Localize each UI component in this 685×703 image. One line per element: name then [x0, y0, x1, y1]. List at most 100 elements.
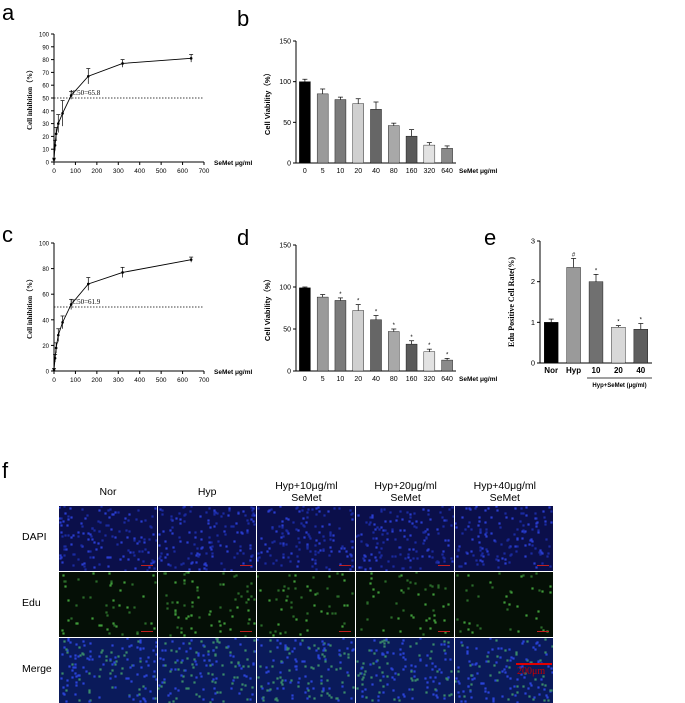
cell-speckles: [257, 506, 258, 507]
x-tick-label: 400: [134, 168, 145, 175]
cell-speckles: [59, 506, 60, 507]
x-tick-label: 300: [113, 377, 124, 384]
bar-10: [588, 281, 604, 364]
y-tick-label: 100: [39, 33, 50, 39]
x-tick-label: 100: [70, 168, 81, 175]
x-tick-label: 160: [406, 376, 418, 383]
x-tick-label: 640: [441, 168, 453, 175]
bar-40: [370, 319, 382, 372]
bar-640: [441, 359, 453, 372]
chart-d-viability-bars: 0 50 100 150 0 5 * 10 * 20 * 40 * 80 * 160 * 320 * 640 Cell …: [262, 243, 497, 384]
cell-speckles: [356, 638, 357, 639]
bar-5: [316, 93, 329, 164]
data-point: [56, 333, 60, 337]
x-tick-label: 40: [372, 376, 380, 383]
x-tick-label: 40: [636, 366, 645, 375]
bar-Nor: [544, 322, 559, 364]
y-tick-label: 10: [42, 148, 49, 154]
data-point: [54, 132, 58, 136]
x-tick-label: 20: [354, 376, 362, 383]
x-axis-label: SeMet μg/ml: [214, 160, 252, 167]
y-tick-label: 2: [531, 277, 535, 286]
data-point: [189, 258, 193, 261]
bar-160: [405, 343, 418, 372]
scale-bar: [516, 663, 552, 665]
series-line: [53, 57, 192, 160]
significance-mark: *: [375, 310, 378, 316]
x-tick-label: 640: [441, 376, 453, 383]
bar-160: [405, 135, 418, 164]
column-label: Hyp+20μg/ml SeMet: [374, 480, 437, 504]
significance-mark: *: [410, 335, 413, 341]
micrograph-dapi: [58, 505, 157, 571]
bar-40: [633, 329, 648, 364]
data-point: [121, 62, 124, 65]
bar-640: [441, 148, 453, 164]
y-tick-label: 90: [42, 45, 49, 51]
x-tick-label: 500: [156, 377, 167, 384]
micrograph-dapi: [356, 505, 455, 571]
data-point: [56, 122, 60, 125]
y-axis-label: Edu Positive Cell Rate(%): [507, 257, 516, 347]
tile-scale-bar: [339, 564, 352, 566]
bar-Hyp: [566, 267, 581, 364]
x-tick-label: 400: [134, 377, 145, 384]
x-tick-label: 200: [91, 377, 102, 384]
x-tick-label: 40: [372, 168, 380, 175]
y-tick-label: 0: [287, 161, 291, 168]
bar-20: [352, 103, 364, 164]
significance-mark: *: [357, 299, 360, 305]
significance-mark: *: [595, 268, 598, 274]
micrograph-edu: [455, 571, 554, 637]
cell-speckles: [356, 572, 357, 573]
x-tick-label: 700: [199, 377, 210, 384]
cell-speckles: [59, 572, 60, 573]
cell-speckles: [158, 572, 159, 573]
micrograph-dapi: [455, 505, 554, 571]
significance-mark: *: [339, 292, 342, 298]
y-tick-label: 20: [42, 344, 49, 350]
micrograph-merge: [256, 637, 356, 703]
bar-5: [316, 296, 329, 372]
tile-scale-bar: [438, 564, 451, 566]
y-tick-label: 3: [531, 237, 535, 246]
x-axis-label: SeMet μg/ml: [459, 376, 497, 383]
y-tick-label: 60: [42, 84, 49, 90]
row-label: DAPI: [22, 531, 47, 543]
tile-scale-bar: [339, 630, 352, 632]
x-tick-label: 5: [321, 168, 325, 175]
x-tick-label: 0: [303, 376, 307, 383]
x-tick-label: 20: [354, 168, 362, 175]
panel-label-b: b: [237, 6, 250, 31]
x-tick-label: 320: [423, 168, 435, 175]
micrograph-edu: [157, 571, 256, 637]
y-tick-label: 50: [283, 327, 291, 334]
tile-scale-bar: [140, 630, 153, 632]
bar-320: [423, 144, 436, 164]
x-tick-label: 600: [177, 168, 188, 175]
tile-scale-bar: [537, 564, 550, 566]
panel-label-c: c: [2, 222, 13, 247]
row-label: Edu: [22, 597, 41, 609]
tile-scale-bar: [239, 564, 252, 566]
bar-80: [388, 125, 400, 164]
significance-mark: *: [617, 320, 620, 326]
tile-scale-bar: [140, 564, 153, 566]
micrograph-merge: [58, 637, 157, 703]
y-tick-label: 40: [42, 318, 49, 324]
data-point: [54, 346, 58, 350]
bar-0: [299, 287, 311, 372]
bar-320: [423, 351, 436, 372]
data-point: [86, 282, 90, 286]
cell-speckles: [455, 572, 456, 573]
column-label: Hyp+10μg/ml SeMet: [275, 480, 338, 504]
bar-10: [334, 99, 347, 164]
x-tick-label: 10: [592, 366, 601, 375]
x-tick-label: 300: [113, 168, 124, 175]
micrograph-edu: [256, 571, 356, 637]
significance-mark: *: [393, 323, 396, 329]
cell-speckles: [455, 506, 456, 507]
data-point: [69, 94, 73, 97]
y-axis-label: Cell inhibition（%）: [26, 275, 34, 339]
x-tick-label: Hyp: [566, 366, 581, 375]
